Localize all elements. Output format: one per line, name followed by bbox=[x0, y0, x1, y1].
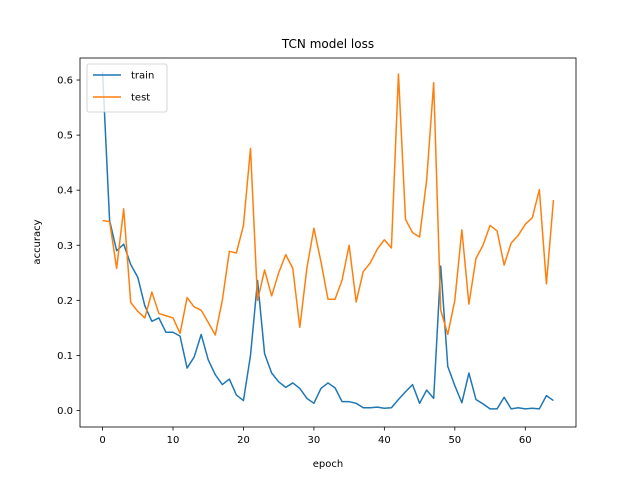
legend-label-train: train bbox=[131, 71, 154, 82]
y-tick-label: 0.3 bbox=[57, 241, 73, 252]
series-lines bbox=[101, 71, 555, 410]
y-tick-label: 0.4 bbox=[57, 186, 73, 197]
y-tick-label: 0.5 bbox=[57, 131, 73, 142]
x-tick-label: 20 bbox=[237, 435, 250, 446]
y-tick-label: 0.6 bbox=[57, 76, 73, 87]
y-tick-label: 0.2 bbox=[57, 296, 73, 307]
axes-frame bbox=[79, 57, 577, 428]
plot-area: 0 10 20 30 40 50 60 0.0 0.1 0.2 0.3 0.4 0.5 0.6 bbox=[57, 57, 577, 446]
x-tick-label: 50 bbox=[448, 435, 461, 446]
x-tick-label: 30 bbox=[308, 435, 321, 446]
legend: train test bbox=[86, 63, 168, 113]
x-tick-label: 40 bbox=[378, 435, 391, 446]
x-tick-label: 10 bbox=[167, 435, 180, 446]
legend-label-test: test bbox=[131, 93, 150, 104]
y-tick-label: 0.0 bbox=[57, 406, 73, 417]
x-tick-label: 60 bbox=[519, 435, 532, 446]
legend-box bbox=[86, 63, 168, 113]
series-line-test bbox=[102, 73, 555, 336]
chart-title: TCN model loss bbox=[281, 37, 374, 51]
x-tick-label: 0 bbox=[99, 435, 105, 446]
x-axis-label: epoch bbox=[313, 459, 343, 470]
y-axis-label: accuracy bbox=[32, 219, 43, 264]
series-line-train bbox=[101, 71, 554, 410]
y-tick-label: 0.1 bbox=[57, 351, 73, 362]
